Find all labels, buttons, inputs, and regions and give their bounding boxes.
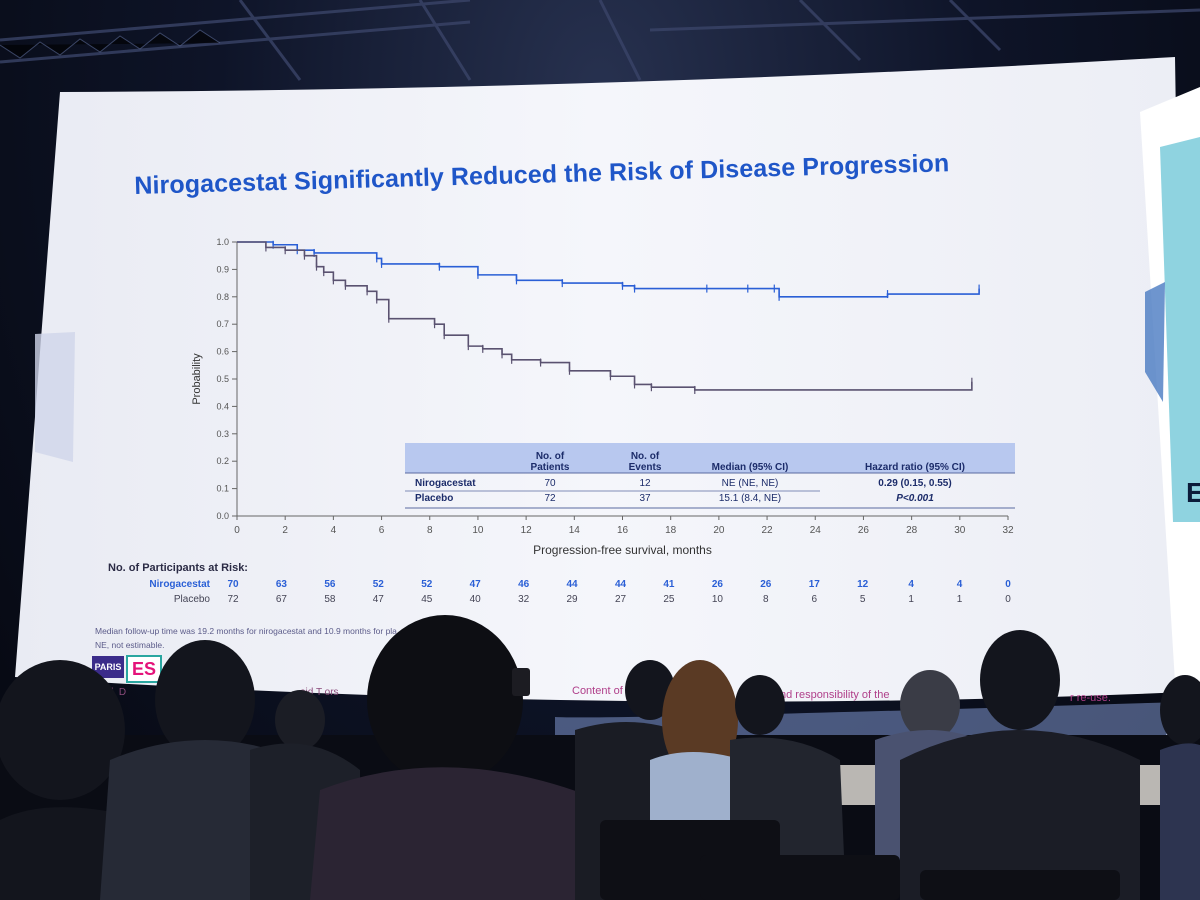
y-tick-label: 0.2 <box>216 456 229 466</box>
risk-count: 0 <box>1005 594 1011 605</box>
paris-logo: PARIS <box>92 656 124 678</box>
risk-count: 26 <box>712 579 724 590</box>
legend-table-cell: 70 <box>544 478 556 489</box>
x-tick-label: 20 <box>713 525 725 536</box>
y-tick-label: 0.7 <box>216 319 229 329</box>
x-tick-label: 16 <box>617 525 629 536</box>
risk-row-label: Placebo <box>174 594 211 605</box>
side-panel-letter: E <box>1186 477 1200 508</box>
legend-table-cell: 0.29 (0.15, 0.55) <box>878 478 951 489</box>
risk-count: 70 <box>227 579 239 590</box>
risk-count: 47 <box>470 579 482 590</box>
kaplan-meier-chart: 0.00.10.20.30.40.50.60.70.80.91.00 2 4 6 8 10… <box>191 237 1015 557</box>
risk-count: 58 <box>324 594 336 605</box>
legend-table-cell: 72 <box>544 493 556 504</box>
risk-count: 56 <box>324 579 336 590</box>
paris-logo-text: PARIS <box>94 662 122 672</box>
risk-count: 47 <box>373 594 385 605</box>
y-tick-label: 0.3 <box>216 429 229 439</box>
x-tick-label: 22 <box>762 525 774 536</box>
esmo-logo-text: ES <box>131 658 156 679</box>
legend-table-cell: 15.1 (8.4, NE) <box>719 493 781 504</box>
footer-responsibility-note: nd responsibility of the <box>780 689 890 701</box>
risk-count: 41 <box>663 579 675 590</box>
y-tick-label: 0.6 <box>216 347 229 357</box>
risk-count: 32 <box>518 594 530 605</box>
footer-citation-tail: oid T ors <box>300 687 339 698</box>
legend-table-header-bg <box>405 443 1015 473</box>
esmo-logo: ES <box>126 655 162 683</box>
x-tick-label: 10 <box>472 525 484 536</box>
legend-table-cell: 12 <box>639 478 651 489</box>
risk-row-label: Nirogacestat <box>149 579 210 590</box>
x-tick-label: 30 <box>954 525 966 536</box>
x-tick-label: 18 <box>665 525 677 536</box>
risk-count: 72 <box>227 594 239 605</box>
risk-count: 52 <box>421 579 433 590</box>
footer-content-note: Content of <box>572 685 623 697</box>
footnote-follow-up: Median follow-up time was 19.2 months fo… <box>95 626 397 636</box>
x-tick-label: 24 <box>810 525 822 536</box>
risk-count: 17 <box>809 579 821 590</box>
x-tick-label: 14 <box>569 525 581 536</box>
y-tick-label: 0.5 <box>216 374 229 384</box>
risk-count: 26 <box>760 579 772 590</box>
survival-curve-nirogacestat <box>237 241 980 298</box>
legend-table-cell: Placebo <box>415 493 453 504</box>
risk-count: 6 <box>811 594 817 605</box>
x-axis-label: Progression-free survival, months <box>533 543 712 557</box>
y-axis-label: Probability <box>191 353 203 405</box>
legend-table-header: No. of Events <box>629 451 662 473</box>
x-tick-label: 4 <box>331 525 337 536</box>
risk-count: 1 <box>908 594 914 605</box>
ceiling-truss <box>0 0 1200 81</box>
x-tick-label: 12 <box>521 525 533 536</box>
risk-count: 40 <box>470 594 482 605</box>
legend-table-header: No. of Patients <box>531 451 570 473</box>
footnote-abbreviation: NE, not estimable. <box>95 640 165 650</box>
legend-table-cell: Nirogacestat <box>415 478 476 489</box>
y-tick-label: 0.9 <box>216 264 229 274</box>
legend-table-cell: P<0.001 <box>896 493 934 504</box>
at-risk-table: Nirogacestat 70 63 56 52 52 47 46 44 44 41 26 26 17 12… <box>149 579 1011 605</box>
x-tick-label: 2 <box>282 525 288 536</box>
audience-silhouettes <box>0 615 1200 900</box>
risk-count: 5 <box>860 594 866 605</box>
risk-count: 29 <box>567 594 579 605</box>
risk-count: 67 <box>276 594 288 605</box>
risk-count: 44 <box>615 579 627 590</box>
risk-count: 4 <box>957 579 963 590</box>
risk-count: 0 <box>1005 579 1011 590</box>
y-tick-label: 0.1 <box>216 484 229 494</box>
risk-table-title: No. of Participants at Risk: <box>108 562 248 574</box>
x-tick-label: 32 <box>1002 525 1014 536</box>
survival-curve-placebo <box>237 241 973 391</box>
x-tick-label: 6 <box>379 525 385 536</box>
risk-count: 63 <box>276 579 288 590</box>
risk-count: 12 <box>857 579 869 590</box>
risk-count: 25 <box>663 594 675 605</box>
risk-count: 45 <box>421 594 433 605</box>
risk-count: 52 <box>373 579 385 590</box>
risk-count: 1 <box>957 594 963 605</box>
risk-count: 27 <box>615 594 627 605</box>
legend-table-cell: 37 <box>639 493 651 504</box>
risk-count: 4 <box>908 579 914 590</box>
x-tick-label: 28 <box>906 525 918 536</box>
risk-count: 46 <box>518 579 530 590</box>
footer-reuse-note: r re-use. <box>1070 692 1111 704</box>
x-tick-label: 26 <box>858 525 870 536</box>
risk-count: 10 <box>712 594 724 605</box>
legend-table-header: Hazard ratio (95% CI) <box>865 462 965 473</box>
legend-table-cell: NE (NE, NE) <box>722 478 779 489</box>
risk-count: 44 <box>567 579 579 590</box>
x-tick-label: 8 <box>427 525 433 536</box>
legend-table-header: Median (95% CI) <box>712 462 789 473</box>
y-tick-label: 0.8 <box>216 292 229 302</box>
y-tick-label: 1.0 <box>216 237 229 247</box>
y-tick-label: 0.4 <box>216 401 229 411</box>
y-tick-label: 0.0 <box>216 511 229 521</box>
risk-count: 8 <box>763 594 769 605</box>
x-tick-label: 0 <box>234 525 240 536</box>
